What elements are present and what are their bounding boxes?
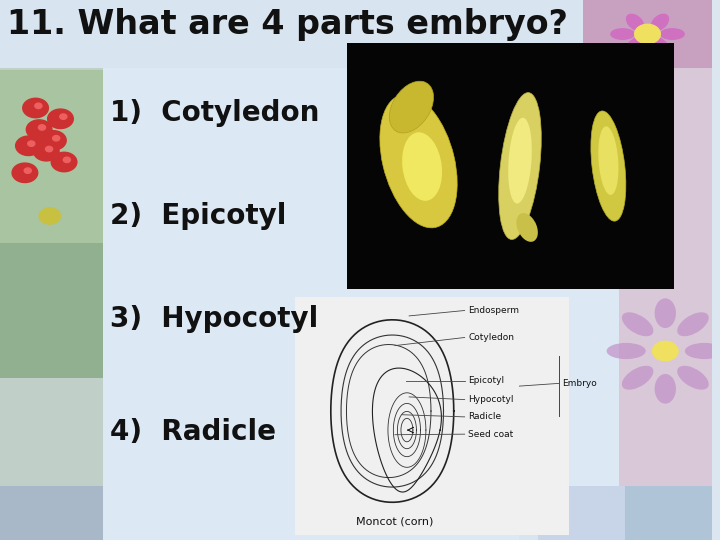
Ellipse shape: [390, 81, 433, 133]
Bar: [451, 486, 538, 540]
Circle shape: [53, 136, 60, 141]
Bar: [583, 0, 711, 68]
Circle shape: [27, 120, 52, 139]
Text: Seed coat: Seed coat: [468, 430, 513, 438]
Ellipse shape: [380, 94, 457, 228]
Circle shape: [28, 141, 35, 146]
Circle shape: [40, 131, 66, 150]
Ellipse shape: [654, 298, 676, 328]
Circle shape: [24, 168, 31, 173]
Ellipse shape: [626, 37, 644, 55]
Circle shape: [635, 24, 660, 44]
Circle shape: [652, 341, 678, 361]
Ellipse shape: [499, 92, 541, 240]
Circle shape: [35, 103, 42, 109]
Circle shape: [63, 157, 71, 163]
Bar: [190, 486, 277, 540]
Text: 11. What are 4 parts embryo?: 11. What are 4 parts embryo?: [7, 8, 568, 41]
Ellipse shape: [591, 111, 626, 221]
Ellipse shape: [516, 213, 538, 242]
Ellipse shape: [508, 118, 532, 204]
Text: 3)  Hypocotyl: 3) Hypocotyl: [110, 305, 318, 333]
Ellipse shape: [685, 343, 720, 359]
Text: Epicotyl: Epicotyl: [468, 376, 504, 385]
Ellipse shape: [598, 126, 618, 195]
Text: Radicle: Radicle: [468, 413, 501, 421]
Text: Cotyledon: Cotyledon: [468, 333, 514, 342]
Bar: [346, 43, 674, 289]
Circle shape: [45, 146, 53, 152]
Circle shape: [51, 152, 77, 172]
Bar: [277, 486, 364, 540]
Bar: [538, 486, 625, 540]
Ellipse shape: [651, 37, 669, 55]
Bar: [103, 68, 711, 486]
Text: Hypocotyl: Hypocotyl: [468, 395, 513, 404]
Bar: [0, 243, 103, 378]
Bar: [103, 486, 519, 540]
Ellipse shape: [606, 343, 646, 359]
Ellipse shape: [610, 28, 635, 40]
Bar: [619, 68, 711, 540]
Bar: [103, 486, 190, 540]
Text: 4)  Radicle: 4) Radicle: [110, 418, 276, 446]
Ellipse shape: [622, 312, 653, 336]
Text: 1)  Cotyledon: 1) Cotyledon: [110, 99, 320, 127]
Ellipse shape: [622, 366, 653, 390]
Ellipse shape: [651, 14, 669, 31]
Circle shape: [48, 109, 73, 129]
Ellipse shape: [626, 14, 644, 31]
Circle shape: [12, 163, 37, 183]
Bar: [295, 297, 570, 535]
Circle shape: [16, 136, 41, 156]
Bar: [364, 486, 451, 540]
Ellipse shape: [660, 28, 685, 40]
Bar: [0, 486, 103, 540]
Bar: [0, 68, 103, 540]
Circle shape: [23, 98, 48, 118]
Text: Endosperm: Endosperm: [468, 306, 519, 315]
Text: Moncot (corn): Moncot (corn): [356, 516, 433, 526]
Ellipse shape: [654, 374, 676, 404]
Ellipse shape: [678, 366, 708, 390]
Bar: [625, 486, 711, 540]
Text: 2)  Epicotyl: 2) Epicotyl: [110, 202, 287, 230]
Ellipse shape: [678, 312, 708, 336]
Bar: [0, 0, 711, 68]
Circle shape: [60, 114, 67, 119]
Ellipse shape: [402, 132, 442, 201]
Bar: [0, 70, 103, 243]
Text: Embryo: Embryo: [562, 379, 597, 388]
Circle shape: [39, 208, 60, 224]
Circle shape: [33, 141, 59, 161]
Circle shape: [38, 125, 45, 130]
